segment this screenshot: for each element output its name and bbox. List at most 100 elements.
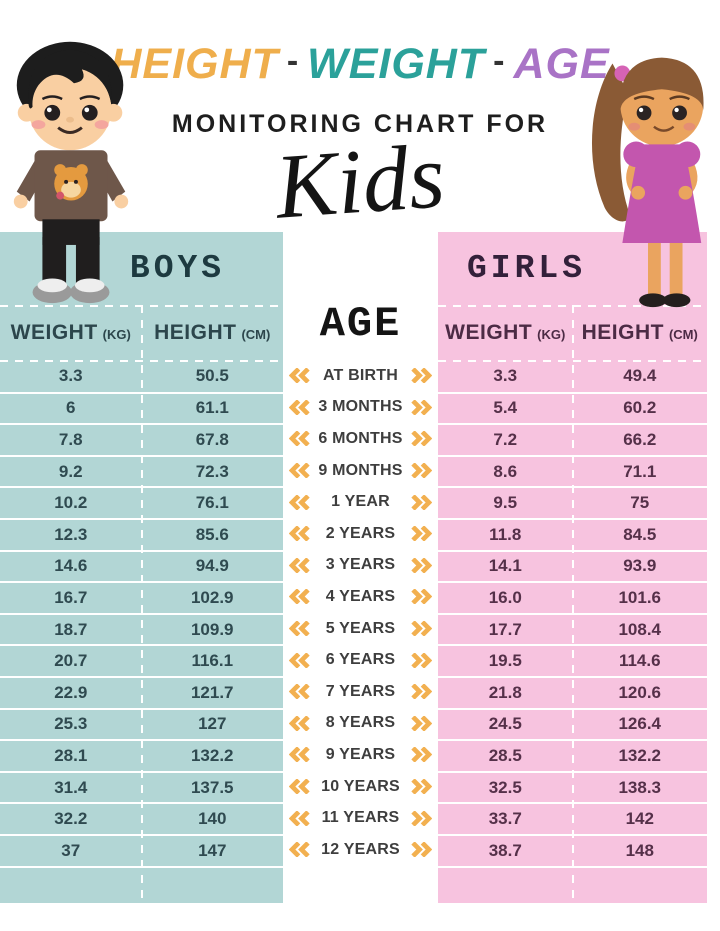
double-chevron-left-icon (289, 494, 310, 510)
age-row: 11 YEARS (283, 802, 438, 834)
girls-height-value: 101.6 (618, 587, 662, 607)
double-chevron-left-icon (289, 463, 310, 479)
girls-height-value: 66.2 (623, 429, 657, 449)
boys-weight-value: 25.3 (54, 714, 88, 734)
girls-height-value: 75 (630, 493, 650, 513)
girls-weight-value: 11.8 (489, 524, 522, 544)
boys-weight-value: 3.3 (58, 365, 83, 385)
title-word-height: HEIGHT (110, 40, 279, 88)
boys-weight-value: 28.1 (54, 745, 88, 765)
age-row: 6 MONTHS (283, 423, 438, 455)
double-chevron-right-icon (411, 779, 432, 795)
age-row: 3 MONTHS (283, 392, 438, 424)
girls-weight-value: 5.4 (493, 398, 518, 418)
girls-weight-value: 24.5 (488, 714, 522, 734)
boys-weight-value: 22.9 (54, 682, 88, 702)
double-chevron-right-icon (411, 557, 432, 573)
age-column-title: AGE (319, 300, 402, 348)
double-chevron-right-icon (411, 810, 432, 826)
double-chevron-right-icon (411, 589, 432, 605)
page-subtitle: MONITORING CHART FOR (171, 110, 549, 138)
age-label: 4 YEARS (325, 587, 396, 605)
double-chevron-left-icon (289, 779, 310, 795)
weight-header-unit: (KG) (537, 327, 566, 342)
double-chevron-left-icon (289, 715, 310, 731)
age-label: 8 YEARS (325, 714, 396, 732)
girls-height-value: 120.6 (618, 682, 662, 702)
girls-height-value: 142 (625, 809, 654, 829)
age-row: 3 YEARS (283, 550, 438, 582)
girls-table-title: GIRLS (466, 250, 587, 287)
title-word-weight: WEIGHT (307, 40, 486, 88)
girls-weight-value: 7.2 (493, 429, 518, 449)
age-row: 9 MONTHS (283, 455, 438, 487)
boys-height-value: 137.5 (190, 777, 234, 797)
boys-weight-value: 20.7 (54, 651, 88, 671)
double-chevron-left-icon (289, 368, 310, 384)
age-label: 12 YEARS (321, 840, 400, 858)
age-row: 6 YEARS (283, 644, 438, 676)
age-label: 5 YEARS (325, 619, 396, 637)
boys-height-value: 85.6 (195, 524, 229, 544)
boys-height-value: 127 (198, 714, 227, 734)
girls-height-value: 108.4 (618, 619, 662, 639)
weight-header-label: WEIGHT (10, 321, 98, 344)
double-chevron-left-icon (289, 842, 310, 858)
double-chevron-right-icon (411, 652, 432, 668)
boys-table-row: 3.3 50.5 (0, 360, 283, 392)
girls-table: GIRLS WEIGHT (KG) HEIGHT (CM) 3.3 49.4 5… (438, 232, 707, 903)
age-label: 6 YEARS (325, 651, 396, 669)
boys-height-value: 72.3 (195, 461, 229, 481)
girls-weight-value: 28.5 (488, 745, 522, 765)
boys-height-value: 109.9 (190, 619, 234, 639)
boys-weight-header: WEIGHT (KG) (0, 305, 142, 360)
double-chevron-left-icon (289, 652, 310, 668)
double-chevron-right-icon (411, 463, 432, 479)
double-chevron-right-icon (411, 526, 432, 542)
girls-weight-value: 8.6 (493, 461, 518, 481)
girls-height-value: 114.6 (618, 651, 661, 671)
girls-height-value: 60.2 (623, 398, 657, 418)
age-row: 10 YEARS (283, 771, 438, 803)
girls-column-headers: WEIGHT (KG) HEIGHT (CM) (438, 305, 707, 360)
girls-height-value: 132.2 (618, 745, 662, 765)
girls-weight-value: 16.0 (488, 587, 522, 607)
boys-height-value: 67.8 (195, 429, 229, 449)
double-chevron-right-icon (411, 684, 432, 700)
boys-height-value: 140 (198, 809, 227, 829)
double-chevron-right-icon (411, 494, 432, 510)
girls-weight-value: 38.7 (488, 840, 522, 860)
girls-weight-value: 19.5 (488, 651, 522, 671)
double-chevron-right-icon (411, 747, 432, 763)
boys-height-value: 102.9 (190, 587, 234, 607)
girls-height-value: 49.4 (623, 365, 657, 385)
age-row: 12 YEARS (283, 834, 438, 866)
age-row: 5 YEARS (283, 613, 438, 645)
age-label: 3 YEARS (325, 556, 396, 574)
girls-weight-value: 14.1 (488, 556, 522, 576)
double-chevron-right-icon (411, 842, 432, 858)
boys-weight-value: 6 (66, 398, 76, 418)
double-chevron-right-icon (411, 621, 432, 637)
boys-weight-value: 12.3 (54, 524, 88, 544)
boys-table: BOYS WEIGHT (KG) HEIGHT (CM) 3.3 50.5 6 (0, 232, 283, 903)
boys-table-title: BOYS (129, 250, 226, 287)
age-label: 11 YEARS (321, 809, 400, 827)
double-chevron-left-icon (289, 684, 310, 700)
height-header-unit: (CM) (241, 327, 271, 342)
boys-weight-value: 7.8 (58, 429, 83, 449)
boys-height-value: 147 (198, 840, 227, 860)
age-label: 1 YEAR (331, 493, 390, 511)
age-row: 7 YEARS (283, 676, 438, 708)
girls-height-value: 126.4 (618, 714, 662, 734)
boys-weight-value: 32.2 (54, 809, 88, 829)
double-chevron-right-icon (411, 368, 432, 384)
double-chevron-right-icon (411, 399, 432, 415)
boys-height-value: 94.9 (195, 556, 229, 576)
boys-weight-value: 9.2 (58, 461, 83, 481)
boys-column-headers: WEIGHT (KG) HEIGHT (CM) (0, 305, 283, 360)
girls-height-value: 148 (625, 840, 654, 860)
height-header-label: HEIGHT (581, 321, 664, 344)
girls-weight-value: 9.5 (493, 493, 518, 513)
